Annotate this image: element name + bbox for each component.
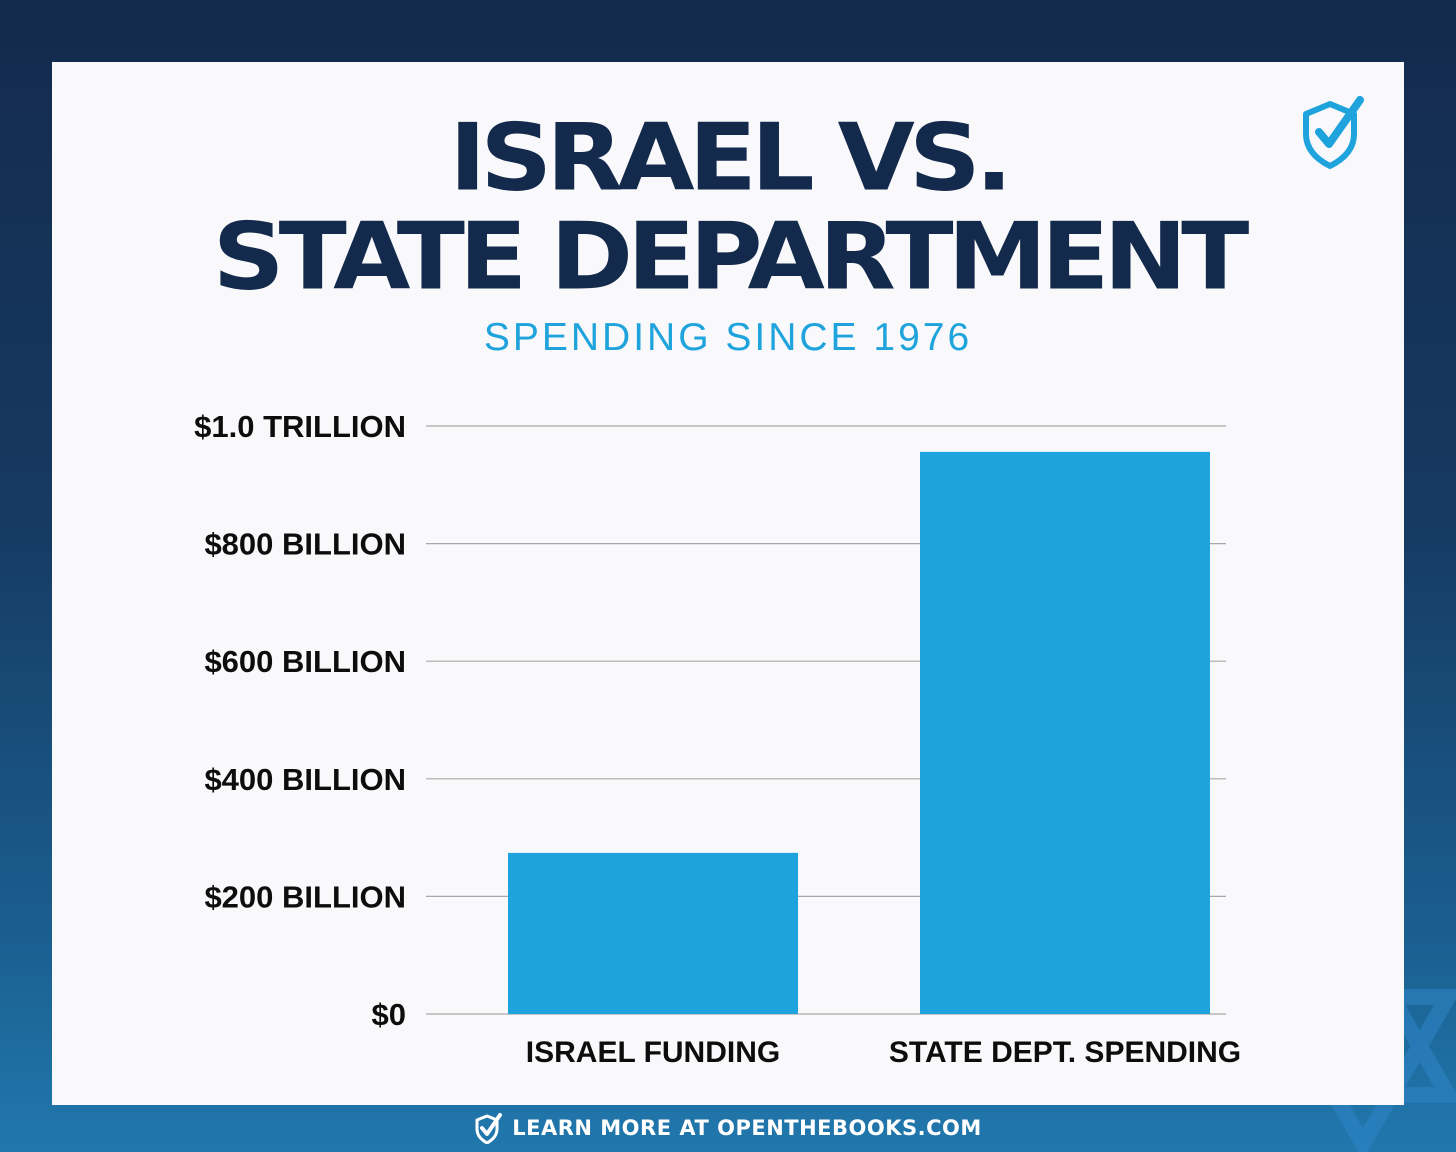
shield-check-icon bbox=[1303, 96, 1364, 169]
chart-subtitle: SPENDING SINCE 1976 bbox=[483, 316, 973, 359]
bar bbox=[920, 451, 1210, 1014]
y-tick-label: $200 BILLION bbox=[204, 879, 406, 914]
chart-title-line-2: STATE DEPARTMENT bbox=[212, 202, 1250, 311]
chart-title-line-1: ISRAEL VS. bbox=[449, 103, 1013, 212]
y-tick-label: $800 BILLION bbox=[204, 527, 406, 562]
y-tick-label: $400 BILLION bbox=[204, 762, 406, 797]
shield-check-icon bbox=[475, 1113, 503, 1144]
footer-text: LEARN MORE AT OPENTHEBOOKS.COM bbox=[512, 1116, 982, 1140]
y-tick-label: $600 BILLION bbox=[204, 644, 406, 679]
bars bbox=[508, 451, 1210, 1014]
x-tick-label: ISRAEL FUNDING bbox=[526, 1036, 780, 1069]
x-tick-label: STATE DEPT. SPENDING bbox=[889, 1036, 1241, 1069]
y-tick-label: $1.0 TRILLION bbox=[194, 409, 406, 444]
y-tick-label: $0 bbox=[372, 997, 406, 1032]
bar bbox=[508, 852, 798, 1014]
x-axis-ticks: ISRAEL FUNDING STATE DEPT. SPENDING bbox=[526, 1036, 1241, 1069]
y-axis-ticks: $0 $200 BILLION $400 BILLION $600 BILLION $8… bbox=[194, 409, 406, 1032]
footer-link[interactable]: LEARN MORE AT OPENTHEBOOKS.COM bbox=[0, 1108, 1456, 1148]
